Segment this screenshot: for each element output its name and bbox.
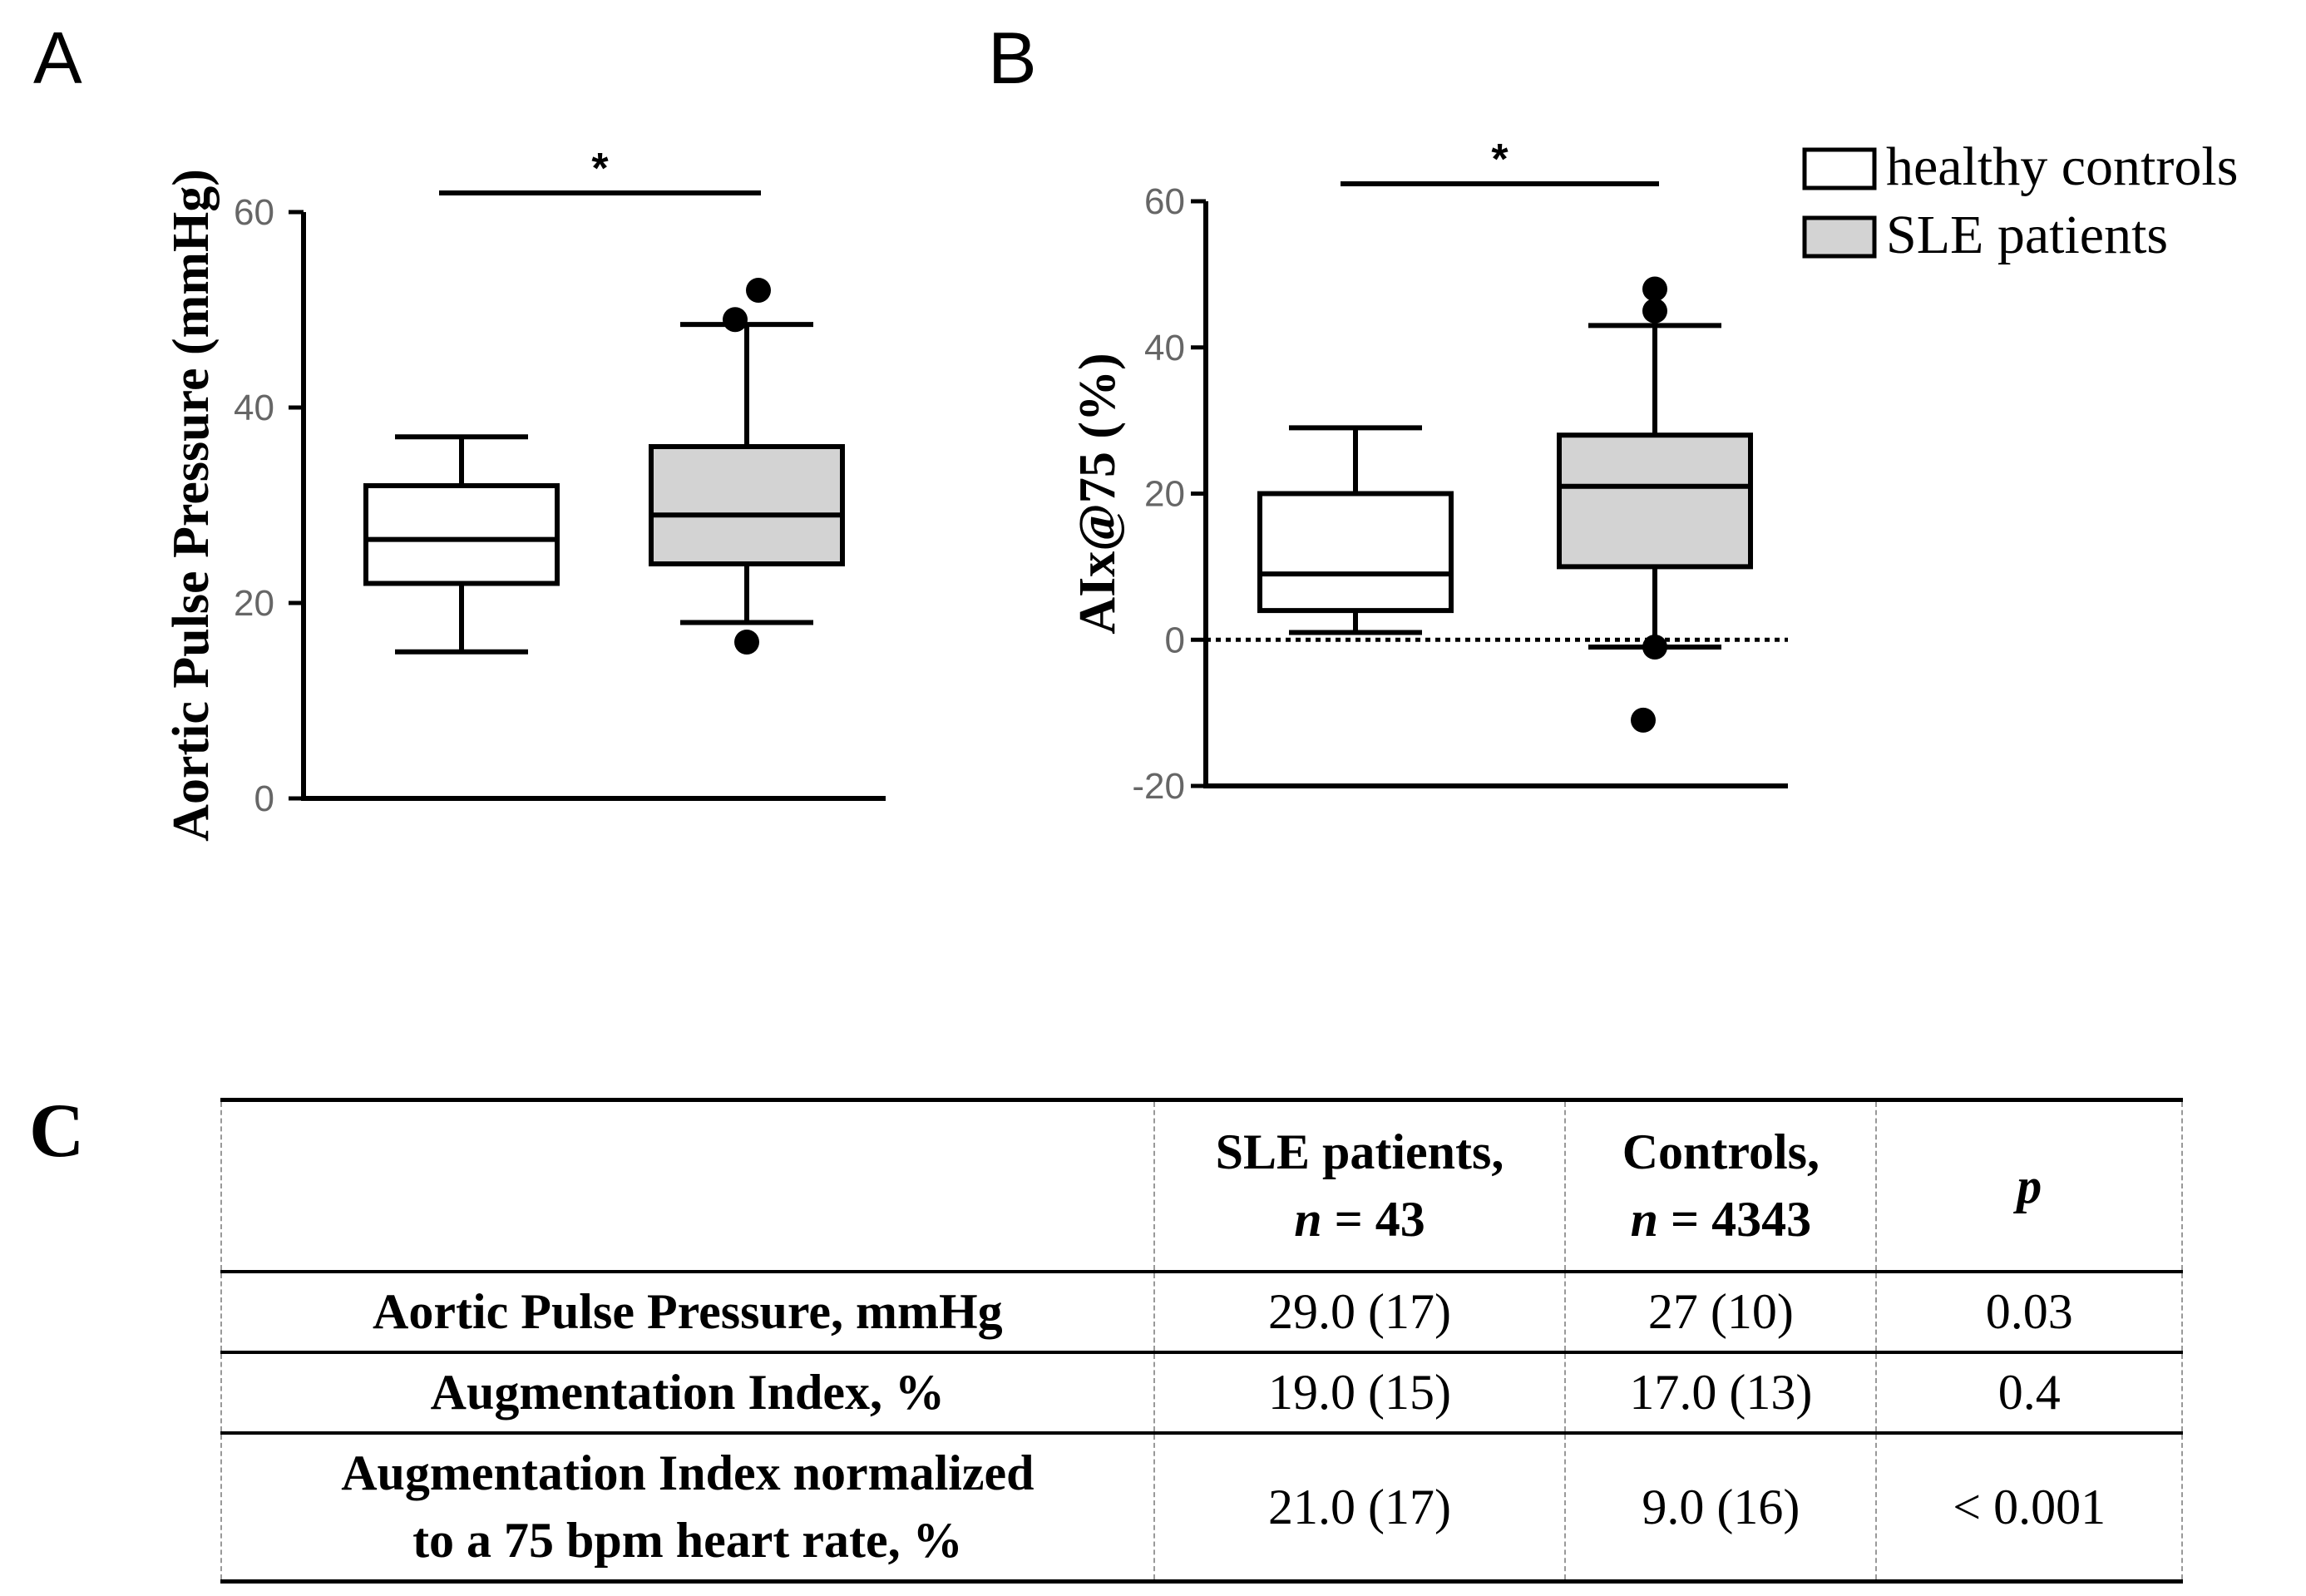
legend: healthy controls SLE patients bbox=[1802, 136, 2238, 265]
cell-p: 0.03 bbox=[1875, 1270, 2183, 1353]
outlier-point bbox=[1642, 635, 1667, 660]
significance-star: * bbox=[1491, 136, 1509, 184]
y-tick-label: -20 bbox=[1132, 766, 1185, 807]
table-header-p: p bbox=[1875, 1098, 2183, 1272]
row-label: Augmentation Index normalized to a 75 bp… bbox=[220, 1431, 1155, 1584]
y-tick-label: 20 bbox=[234, 583, 274, 624]
legend-swatch-healthy bbox=[1802, 147, 1877, 190]
y-tick-label: 40 bbox=[234, 388, 274, 428]
chart-b: -20 0 20 40 60 AIx@75 (%) * bbox=[1069, 136, 1788, 807]
header-sle-line2: n = 43 bbox=[1294, 1192, 1425, 1247]
cell-controls: 9.0 (16) bbox=[1564, 1431, 1878, 1584]
y-tick-label: 0 bbox=[1165, 620, 1185, 660]
y-tick-label: 20 bbox=[1144, 474, 1185, 515]
legend-label-healthy: healthy controls bbox=[1886, 136, 2238, 197]
header-controls-line2: n = 4343 bbox=[1630, 1192, 1812, 1247]
legend-label-sle: SLE patients bbox=[1886, 205, 2168, 265]
outlier-point bbox=[746, 278, 771, 303]
table-header-row: SLE patients, n = 43 Controls, n = 4343 … bbox=[220, 1098, 2183, 1272]
box-healthy bbox=[363, 483, 560, 586]
y-tick-label: 60 bbox=[234, 192, 274, 233]
panel-a-letter: A bbox=[33, 17, 82, 99]
row-label-line1: Augmentation Index normalized bbox=[341, 1445, 1034, 1500]
panel-b-letter: B bbox=[988, 17, 1037, 99]
table-header-empty bbox=[220, 1098, 1155, 1272]
table-row: Augmentation Index normalized to a 75 bp… bbox=[220, 1431, 2183, 1584]
row-label: Augmentation Index, % bbox=[220, 1351, 1155, 1434]
outlier-point bbox=[734, 630, 759, 655]
cell-p: < 0.001 bbox=[1875, 1431, 2183, 1584]
header-sle-line1: SLE patients, bbox=[1215, 1124, 1504, 1179]
cell-controls: 27 (10) bbox=[1564, 1270, 1878, 1353]
outlier-point bbox=[723, 307, 748, 333]
table-header-sle: SLE patients, n = 43 bbox=[1153, 1098, 1567, 1272]
cell-sle: 21.0 (17) bbox=[1153, 1431, 1567, 1584]
box-sle bbox=[649, 444, 845, 566]
panel-c-letter: C bbox=[29, 1088, 84, 1173]
outlier-point bbox=[1642, 276, 1667, 302]
legend-swatch-sle bbox=[1802, 215, 1877, 259]
chart-a: 0 20 40 60 Aortic Pulse Pressure (mmHg) * bbox=[163, 145, 886, 842]
y-axis-label: Aortic Pulse Pressure (mmHg) bbox=[163, 169, 220, 842]
box-sle bbox=[1557, 432, 1753, 570]
outlier-point bbox=[1642, 298, 1667, 324]
cell-sle: 29.0 (17) bbox=[1153, 1270, 1567, 1353]
y-tick-label: 0 bbox=[254, 778, 274, 819]
table-row: Aortic Pulse Pressure, mmHg 29.0 (17) 27… bbox=[220, 1270, 2183, 1353]
cell-controls: 17.0 (13) bbox=[1564, 1351, 1878, 1434]
cell-p: 0.4 bbox=[1875, 1351, 2183, 1434]
y-tick-label: 40 bbox=[1144, 328, 1185, 368]
row-label: Aortic Pulse Pressure, mmHg bbox=[220, 1270, 1155, 1353]
outlier-point bbox=[1631, 707, 1656, 733]
significance-star: * bbox=[591, 145, 609, 193]
y-axis-label: AIx@75 (%) bbox=[1069, 353, 1126, 634]
table-header-controls: Controls, n = 4343 bbox=[1564, 1098, 1878, 1272]
box-healthy bbox=[1257, 491, 1454, 614]
row-label-line2: to a 75 bpm heart rate, % bbox=[412, 1513, 963, 1568]
header-controls-line1: Controls, bbox=[1622, 1124, 1820, 1179]
y-tick-label: 60 bbox=[1144, 181, 1185, 222]
table-row: Augmentation Index, % 19.0 (15) 17.0 (13… bbox=[220, 1351, 2183, 1434]
results-table: SLE patients, n = 43 Controls, n = 4343 … bbox=[220, 1098, 2183, 1584]
cell-sle: 19.0 (15) bbox=[1153, 1351, 1567, 1434]
